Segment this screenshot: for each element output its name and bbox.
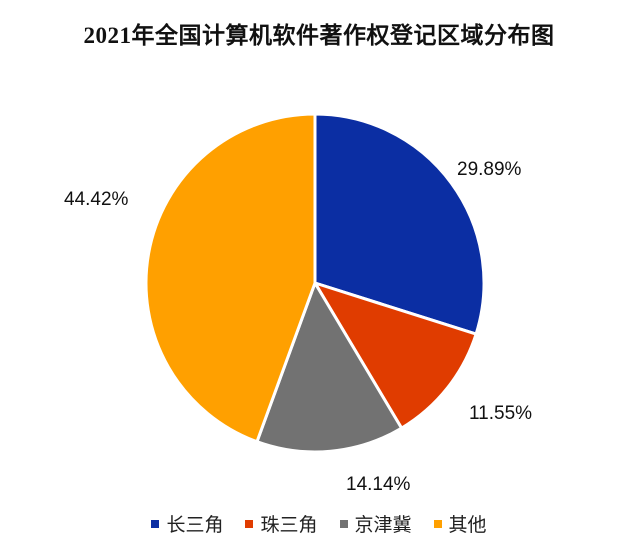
slice-jingjinji[interactable]	[255, 281, 404, 454]
slice-changsanjiao[interactable]	[313, 112, 486, 336]
legend-swatch-icon	[339, 519, 348, 528]
slice-zhusanjiao[interactable]	[313, 281, 478, 430]
legend-label: 长三角	[166, 515, 224, 536]
data-label-zhusanjiao: 11.55%	[469, 403, 533, 424]
legend-item-zhusanjiao[interactable]: 珠三角	[245, 510, 318, 537]
data-label-changsanjiao: 29.89%	[457, 159, 522, 180]
legend-item-other[interactable]: 其他	[433, 510, 487, 537]
legend-swatch-icon	[245, 519, 254, 528]
slice-other[interactable]	[144, 112, 317, 444]
legend-item-changsanjiao[interactable]: 长三角	[151, 510, 223, 537]
legend-label: 珠三角	[260, 515, 318, 536]
legend: 长三角 珠三角 京津冀 其他	[0, 510, 638, 537]
legend-item-jingjinji[interactable]: 京津冀	[339, 510, 412, 537]
data-label-jingjinji: 14.14%	[346, 474, 411, 495]
legend-swatch-icon	[151, 519, 160, 528]
legend-label: 京津冀	[354, 515, 412, 536]
legend-label: 其他	[448, 515, 487, 536]
legend-swatch-icon	[433, 519, 442, 528]
chart-title: 2021年全国计算机软件著作权登记区域分布图	[83, 23, 555, 48]
data-label-other: 44.42%	[64, 189, 129, 210]
